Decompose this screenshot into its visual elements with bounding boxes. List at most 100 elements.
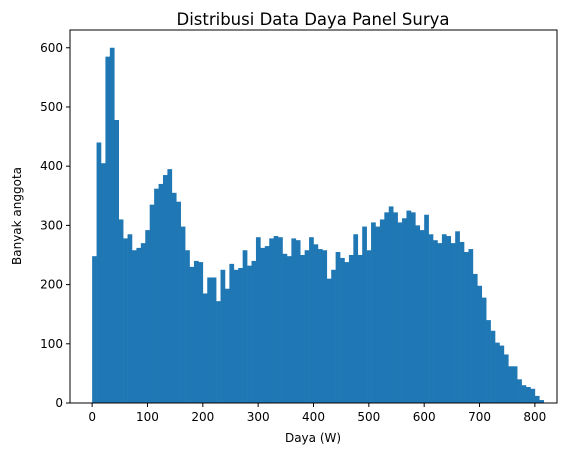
histogram-bar <box>472 273 478 403</box>
histogram-bar <box>167 169 173 403</box>
histogram-bar <box>348 254 354 403</box>
histogram-bar <box>530 388 536 403</box>
histogram-bar <box>251 260 257 403</box>
y-axis-label: Banyak anggota <box>10 167 24 265</box>
histogram-bar <box>264 246 270 403</box>
x-tick-label: 0 <box>88 410 96 424</box>
histogram-bar <box>286 256 292 403</box>
histogram-bar <box>207 277 212 403</box>
histogram-bar <box>145 230 150 403</box>
histogram-bar <box>269 238 274 403</box>
histogram-bar <box>344 262 350 403</box>
histogram-bar <box>185 250 190 403</box>
x-tick-label: 300 <box>247 410 270 424</box>
y-tick-label: 400 <box>40 159 63 173</box>
histogram-bar <box>211 277 217 403</box>
histogram-bar <box>233 269 239 403</box>
histogram-bar <box>313 244 319 403</box>
histogram-bar <box>309 237 314 403</box>
histogram-bar <box>419 230 425 403</box>
histogram-bar <box>402 218 407 403</box>
histogram-bar <box>517 379 522 403</box>
x-axis-label: Daya (W) <box>285 431 341 445</box>
histogram-bar <box>176 201 181 403</box>
y-tick-label: 600 <box>40 41 63 55</box>
histogram-bar <box>216 301 221 403</box>
histogram-bar <box>486 320 491 403</box>
x-tick-label: 500 <box>357 410 380 424</box>
histogram-bar <box>366 250 372 403</box>
histogram-bar <box>468 249 474 403</box>
histogram-bar <box>171 192 177 403</box>
histogram-bar <box>136 247 142 403</box>
histogram-bar <box>229 263 235 403</box>
histogram-bar <box>220 269 226 403</box>
y-tick-label: 300 <box>40 218 63 232</box>
histogram-bar <box>260 247 266 403</box>
histogram-bar <box>526 387 531 403</box>
histogram-bar <box>326 278 332 403</box>
histogram-bar <box>508 366 514 403</box>
y-tick-label: 200 <box>40 278 63 292</box>
histogram-bar <box>388 206 394 403</box>
histogram-bar <box>100 163 106 403</box>
histogram-bar <box>105 56 111 404</box>
histogram-bar <box>340 257 345 403</box>
histogram-bar <box>162 175 168 403</box>
histogram-bar <box>322 250 328 403</box>
histogram-bars <box>92 47 545 404</box>
y-axis-ticks: 0 100 200 300 400 500 600 <box>40 41 70 410</box>
x-tick-label: 800 <box>523 410 546 424</box>
histogram-bar <box>331 269 336 403</box>
histogram-bar <box>149 204 155 403</box>
histogram-bar <box>393 212 398 403</box>
histogram-bar <box>415 225 421 403</box>
histogram-bar <box>450 243 456 403</box>
chart-title: Distribusi Data Daya Panel Surya <box>176 10 449 29</box>
histogram-bar <box>477 285 483 403</box>
histogram-bar <box>291 238 297 403</box>
histogram-bar <box>180 226 186 403</box>
histogram-bar <box>455 231 460 403</box>
histogram-bar <box>384 212 390 403</box>
histogram-bar <box>273 236 279 403</box>
histogram-bar <box>247 265 252 403</box>
histogram-bar <box>158 183 164 403</box>
y-tick-label: 500 <box>40 100 63 114</box>
histogram-bar <box>503 354 509 403</box>
histogram-bar <box>154 188 159 403</box>
histogram-bar <box>300 254 305 403</box>
histogram-bar <box>521 385 527 403</box>
histogram-bar <box>189 266 195 403</box>
histogram-bar <box>379 219 385 403</box>
histogram-bar <box>441 234 447 403</box>
histogram-bar <box>424 214 429 403</box>
histogram-bar <box>464 252 469 403</box>
histogram-bar <box>459 241 465 403</box>
histogram-bar <box>534 395 540 403</box>
x-tick-label: 200 <box>191 410 214 424</box>
histogram-bar <box>198 262 204 403</box>
histogram-bar <box>433 240 438 403</box>
y-tick-label: 100 <box>40 337 63 351</box>
x-tick-label: 400 <box>302 410 325 424</box>
histogram-bar <box>335 252 341 403</box>
x-tick-label: 600 <box>413 410 436 424</box>
histogram-bar <box>304 250 310 403</box>
histogram-bar <box>499 345 505 403</box>
histogram-bar <box>495 342 500 403</box>
histogram-bar <box>295 240 301 403</box>
histogram-bar <box>437 243 443 403</box>
histogram-bar <box>317 249 323 403</box>
histogram-bar <box>410 212 416 403</box>
histogram-bar <box>490 330 496 403</box>
histogram-bar <box>282 253 288 403</box>
histogram-bar <box>238 268 243 403</box>
histogram-bar <box>202 293 208 403</box>
histogram-bar <box>255 237 261 403</box>
histogram-bar <box>92 256 97 403</box>
histogram-bar <box>446 236 452 403</box>
histogram-bar <box>357 254 363 403</box>
histogram-bar <box>96 142 102 403</box>
